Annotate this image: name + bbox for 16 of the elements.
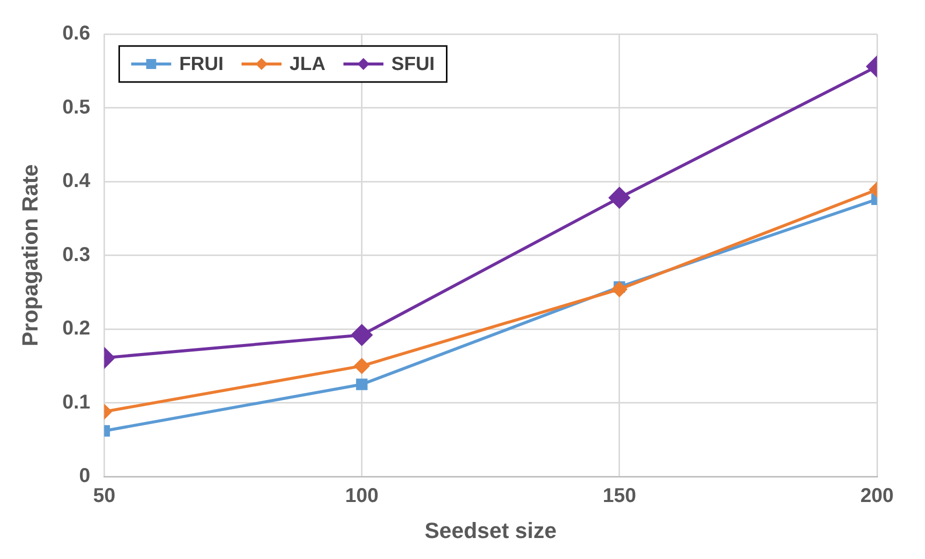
y-tick-label: 0.3 [62, 244, 90, 266]
y-tick-label: 0.2 [62, 318, 90, 340]
legend-label: JLA [290, 54, 326, 76]
x-axis-title: Seedset size [424, 518, 557, 543]
x-tick-label: 200 [860, 485, 894, 508]
y-tick-label: 0.4 [62, 170, 92, 192]
y-tick-label: 0.1 [62, 391, 90, 414]
y-tick-label: 0 [79, 465, 90, 488]
y-tick-label: 0.6 [62, 22, 90, 45]
x-tick-label: 100 [345, 485, 378, 508]
x-tick-label: 50 [93, 485, 116, 508]
y-axis-title: Propagation Rate [17, 164, 42, 346]
legend-label: SFUI [391, 54, 435, 76]
y-tick-label: 0.5 [62, 96, 90, 118]
legend-label: FRUI [179, 54, 224, 76]
x-tick-label: 150 [602, 485, 636, 508]
